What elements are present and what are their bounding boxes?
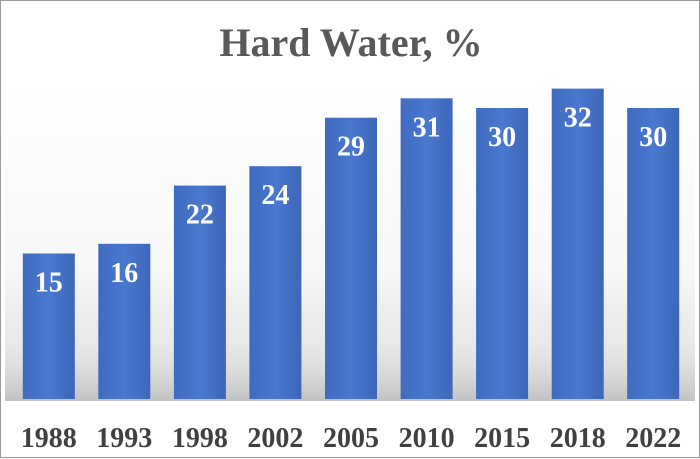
bar-value-label: 29 bbox=[337, 132, 365, 163]
bar-value-label: 30 bbox=[488, 122, 516, 153]
x-tick-label: 2018 bbox=[550, 423, 606, 454]
x-tick-label: 2022 bbox=[625, 423, 681, 454]
bar-value-label: 32 bbox=[564, 103, 592, 134]
bar-value-label: 16 bbox=[110, 258, 138, 289]
bar-labels-group: 15 16 22 24 29 31 30 32 30 bbox=[35, 103, 667, 299]
bar-value-label: 30 bbox=[639, 122, 667, 153]
x-tick-label: 2010 bbox=[399, 423, 455, 454]
x-tick-label: 2002 bbox=[247, 423, 303, 454]
x-tick-label: 1993 bbox=[96, 423, 152, 454]
bar-2018 bbox=[551, 88, 604, 399]
x-tick-label: 1998 bbox=[172, 423, 228, 454]
bar-2002 bbox=[249, 166, 302, 399]
chart-title: Hard Water, % bbox=[219, 20, 482, 65]
bar-value-label: 15 bbox=[35, 268, 63, 299]
bar-1988 bbox=[22, 253, 75, 399]
bar-2005 bbox=[325, 117, 377, 399]
bar-1998 bbox=[173, 185, 226, 399]
x-tick-labels-group: 1988 1993 1998 2002 2005 2010 2015 2018 2022 bbox=[21, 423, 681, 454]
x-tick-label: 2015 bbox=[474, 423, 530, 454]
bar-value-label: 22 bbox=[186, 200, 214, 231]
bars-group bbox=[22, 88, 680, 400]
bar-value-label: 31 bbox=[413, 112, 441, 143]
x-tick-label: 1988 bbox=[21, 423, 77, 454]
x-tick-label: 2005 bbox=[323, 423, 379, 454]
bar-value-label: 24 bbox=[261, 180, 289, 211]
bar-1993 bbox=[98, 243, 151, 399]
bar-2010 bbox=[400, 98, 453, 400]
bar-2015 bbox=[476, 108, 529, 399]
bar-2022 bbox=[627, 108, 680, 399]
